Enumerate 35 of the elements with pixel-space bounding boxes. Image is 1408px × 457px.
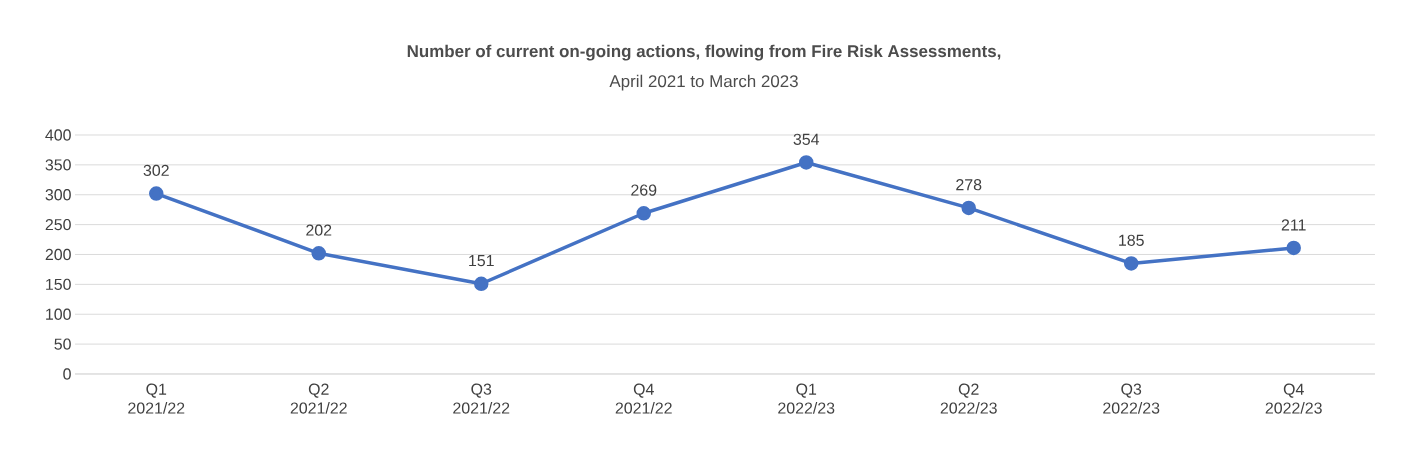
x-tick-label: Q2 2022/23 <box>940 383 997 414</box>
point <box>961 200 976 216</box>
x-tick-label: Q1 2022/23 <box>778 383 835 414</box>
data-label: 302 <box>143 164 169 177</box>
point <box>798 155 814 170</box>
y-tick-label: 300 <box>45 189 71 201</box>
point <box>1286 240 1301 256</box>
y-tick-label: 100 <box>46 308 71 320</box>
x-tick-label: Q1 2021/22 <box>128 383 185 414</box>
point <box>1123 256 1139 271</box>
data-label: 202 <box>306 224 332 236</box>
data-label: 211 <box>1281 219 1306 231</box>
point <box>311 246 327 261</box>
chart-subtitle: April 2021 to March 2023 <box>609 74 798 91</box>
point <box>149 186 164 201</box>
x-tick-label: Q2 2021/22 <box>290 383 347 414</box>
y-tick-label: 400 <box>45 129 71 141</box>
data-label: 185 <box>1119 234 1144 246</box>
y-tick-label: 250 <box>45 218 71 231</box>
data-label: 278 <box>956 179 982 191</box>
y-tick-label: 150 <box>46 278 71 291</box>
x-tick-label: Q4 2022/23 <box>1265 383 1322 414</box>
x-tick-label: Q3 2021/22 <box>453 383 510 414</box>
y-tick-label: 200 <box>45 248 71 261</box>
data-label: 269 <box>631 184 657 196</box>
y-tick-label: 50 <box>54 338 71 350</box>
point <box>474 276 489 292</box>
x-tick-label: Q3 2022/23 <box>1103 383 1160 414</box>
y-tick-label: 0 <box>63 368 71 380</box>
data-label: 354 <box>793 133 820 145</box>
y-tick-label: 350 <box>45 159 71 171</box>
chart-title: Number of current on-going actions, flowing from Fire Risk Assessments, <box>407 44 1001 61</box>
point <box>636 206 651 221</box>
data-label: 151 <box>469 255 494 267</box>
x-tick-label: Q4 2021/22 <box>615 383 672 414</box>
